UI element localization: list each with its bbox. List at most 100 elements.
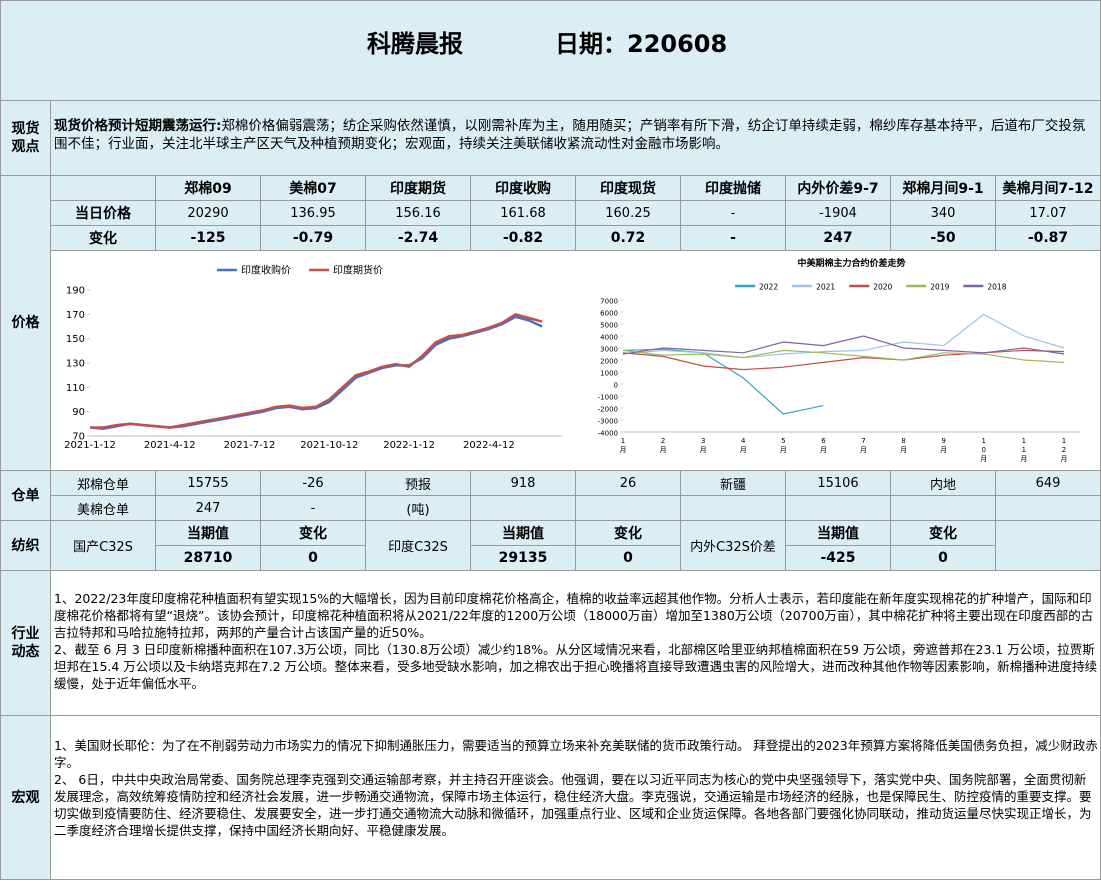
x-tick-label: 2021-7-12 xyxy=(224,440,276,451)
series-line xyxy=(622,349,1065,371)
table-cell xyxy=(890,495,996,521)
table-cell: -1904 xyxy=(785,200,891,226)
textile-name: 国产C32S xyxy=(50,520,156,571)
series-line xyxy=(622,349,1065,363)
paragraph: 2、 6日，中共中央政治局常委、国务院总理李克强到交通运输部考察，并主持召开座谈… xyxy=(54,772,1092,838)
textile-value: 0 xyxy=(260,545,366,571)
table-cell: 预报 xyxy=(365,470,471,496)
x-tick-label: 7月 xyxy=(860,437,868,454)
spot-lead: 现货价格预计短期震荡运行: xyxy=(54,118,222,134)
y-tick-label: 7000 xyxy=(600,298,618,306)
table-header: 印度收购 xyxy=(470,175,576,201)
x-tick-label: 10月 xyxy=(980,437,988,463)
report-date: 日期：220608 xyxy=(555,30,728,58)
x-tick-label: 6月 xyxy=(819,437,827,454)
row-label: 变化 xyxy=(50,225,156,251)
textile-value: 29135 xyxy=(470,545,576,571)
section-label: 宏观 xyxy=(0,715,51,880)
x-tick-label: 3月 xyxy=(699,437,707,454)
legend-label: 印度收购价 xyxy=(241,264,291,277)
y-tick-label: -4000 xyxy=(598,430,618,438)
textile-header: 当期值 xyxy=(470,520,576,546)
x-tick-label: 1月 xyxy=(619,437,627,454)
legend-label: 2018 xyxy=(987,283,1006,292)
table-cell: -2.74 xyxy=(365,225,471,251)
x-tick-label: 8月 xyxy=(900,437,908,454)
table-cell xyxy=(680,495,786,521)
y-tick-label: 170 xyxy=(66,310,85,321)
table-cell: 918 xyxy=(470,470,576,496)
y-tick-label: 110 xyxy=(66,383,85,394)
x-tick-label: 11月 xyxy=(1020,437,1028,463)
table-cell: 136.95 xyxy=(260,200,366,226)
y-tick-label: 3000 xyxy=(600,346,618,354)
y-tick-label: -2000 xyxy=(598,406,618,414)
textile-value: 0 xyxy=(575,545,681,571)
textile-value: 28710 xyxy=(155,545,261,571)
spot-body: 郑棉价格偏弱震荡；纺企采购依然谨慎，以刚需补库为主，随用随买；产销率有所下滑，纺… xyxy=(54,118,1086,152)
table-cell: 156.16 xyxy=(365,200,471,226)
section-label: 价格 xyxy=(0,175,51,471)
section-label: 纺织 xyxy=(0,520,51,571)
x-tick-label: 2021-1-12 xyxy=(64,440,116,451)
x-tick-label: 5月 xyxy=(779,437,787,454)
textile-header: 变化 xyxy=(260,520,366,546)
table-cell: -0.79 xyxy=(260,225,366,251)
series-line xyxy=(89,315,543,430)
table-cell: 161.68 xyxy=(470,200,576,226)
legend-label: 印度期货价 xyxy=(333,264,383,277)
table-cell: 20290 xyxy=(155,200,261,226)
x-tick-label: 2021-4-12 xyxy=(144,440,196,451)
textile-header: 当期值 xyxy=(155,520,261,546)
table-cell xyxy=(995,495,1101,521)
macro-cell xyxy=(50,715,1101,880)
table-cell: (吨) xyxy=(365,495,471,521)
table-header: 印度现货 xyxy=(575,175,681,201)
x-tick-label: 9月 xyxy=(940,437,948,454)
textile-name: 内外C32S价差 xyxy=(680,520,786,571)
x-tick-label: 4月 xyxy=(739,437,747,454)
y-tick-label: 6000 xyxy=(600,310,618,318)
table-header: 印度期货 xyxy=(365,175,471,201)
table-corner xyxy=(50,175,156,201)
legend-label: 2020 xyxy=(873,283,892,292)
table-cell xyxy=(470,495,576,521)
chart: 中美期棉主力合约价差走势 -4000 -3000 -2000 -1000 0 1000 200… xyxy=(598,257,1080,463)
table-cell: 郑棉仓单 xyxy=(50,470,156,496)
table-header: 郑棉09 xyxy=(155,175,261,201)
title-row xyxy=(0,0,1101,101)
table-cell: 15755 xyxy=(155,470,261,496)
legend-label: 2022 xyxy=(759,283,778,292)
legend-label: 2019 xyxy=(930,283,949,292)
chart: 70 90 110 130 150 170 190 2021-1-12 2021-4-12 202… xyxy=(64,264,562,451)
table-cell: 247 xyxy=(155,495,261,521)
legend-label: 2021 xyxy=(816,283,835,292)
table-cell: 160.25 xyxy=(575,200,681,226)
table-cell: 15106 xyxy=(785,470,891,496)
table-cell xyxy=(995,520,1101,571)
paragraph: 1、2022/23年度印度棉花种植面积有望实现15%的大幅增长，因为目前印度棉花… xyxy=(54,591,1094,640)
series-line xyxy=(622,335,1065,355)
textile-name: 印度C32S xyxy=(365,520,471,571)
y-tick-label: 190 xyxy=(66,286,85,297)
section-label: 仓单 xyxy=(0,470,51,521)
textile-header: 变化 xyxy=(890,520,996,546)
series-line xyxy=(622,348,824,415)
table-cell xyxy=(575,495,681,521)
x-tick-label: 2022-4-12 xyxy=(463,440,515,451)
y-tick-label: 1000 xyxy=(600,370,618,378)
report-title: 科腾晨报 xyxy=(367,30,463,58)
table-cell xyxy=(785,495,891,521)
table-cell: 17.07 xyxy=(995,200,1101,226)
y-tick-label: 5000 xyxy=(600,322,618,330)
paragraph: 1、美国财长耶伦：为了在不削弱劳动力市场实力的情况下抑制通胀压力，需要适当的预算… xyxy=(54,738,1098,770)
x-tick-label: 12月 xyxy=(1060,437,1068,463)
series-line xyxy=(622,313,1065,359)
textile-value: 0 xyxy=(890,545,996,571)
table-cell: 0.72 xyxy=(575,225,681,251)
table-cell: 内地 xyxy=(890,470,996,496)
y-tick-label: -1000 xyxy=(598,394,618,402)
table-header: 内外价差9-7 xyxy=(785,175,891,201)
textile-header: 变化 xyxy=(575,520,681,546)
